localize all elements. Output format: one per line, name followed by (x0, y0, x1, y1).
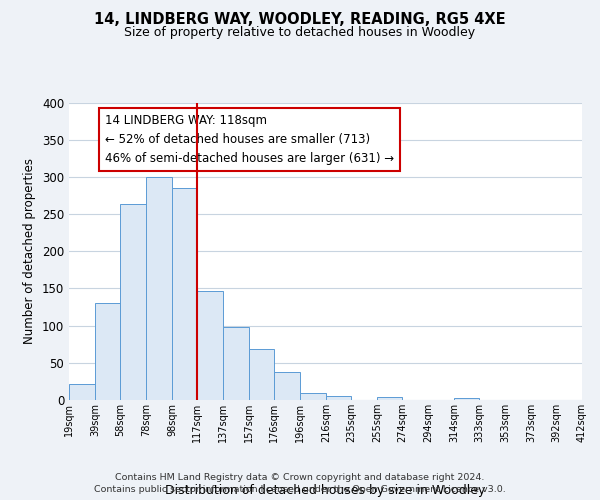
Bar (172, 188, 197, 400)
X-axis label: Distribution of detached houses by size in Woodley: Distribution of detached houses by size … (166, 484, 485, 497)
Bar (377, 397, 402, 400)
Bar (69, 384, 95, 400)
Text: 14 LINDBERG WAY: 118sqm
← 52% of detached houses are smaller (713)
46% of semi-d: 14 LINDBERG WAY: 118sqm ← 52% of detache… (105, 114, 394, 166)
Bar (249, 350, 274, 400)
Bar (326, 396, 351, 400)
Text: Size of property relative to detached houses in Woodley: Size of property relative to detached ho… (124, 26, 476, 39)
Y-axis label: Number of detached properties: Number of detached properties (23, 158, 37, 344)
Text: 14, LINDBERG WAY, WOODLEY, READING, RG5 4XE: 14, LINDBERG WAY, WOODLEY, READING, RG5 … (94, 12, 506, 28)
Bar (454, 398, 479, 400)
Bar (95, 304, 120, 400)
Text: Contains HM Land Registry data © Crown copyright and database right 2024.
Contai: Contains HM Land Registry data © Crown c… (94, 472, 506, 494)
Bar (120, 204, 146, 400)
Bar (146, 177, 172, 400)
Bar (223, 327, 249, 400)
Bar (300, 394, 326, 400)
Bar (197, 290, 223, 400)
Bar (274, 372, 300, 400)
